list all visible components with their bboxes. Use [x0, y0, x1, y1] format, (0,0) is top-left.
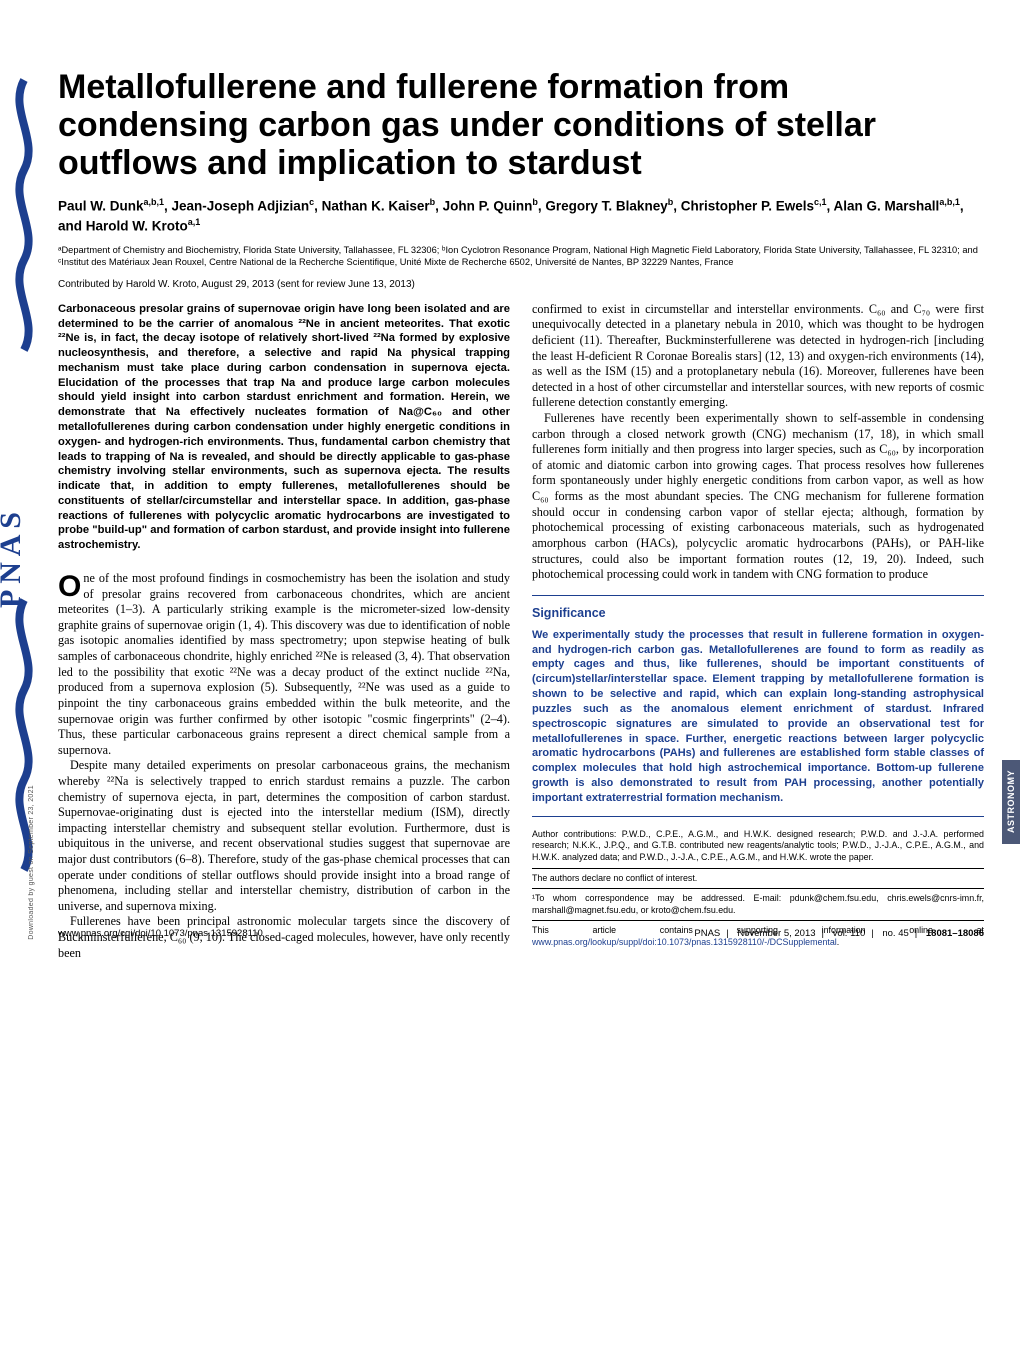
article-title: Metallofullerene and fullerene formation…	[58, 68, 984, 182]
section-tab-astronomy: ASTRONOMY	[1002, 760, 1020, 844]
page-footer: www.pnas.org/cgi/doi/10.1073/pnas.131592…	[58, 928, 984, 939]
author-list: Paul W. Dunka,b,1, Jean-Joseph Adjizianc…	[58, 196, 984, 235]
conflict-statement: The authors declare no conflict of inter…	[532, 868, 984, 885]
significance-heading: Significance	[532, 606, 984, 620]
issue-info: PNAS| November 5, 2013| vol. 110| no. 45…	[694, 928, 984, 939]
right-column: confirmed to exist in circumstellar and …	[532, 302, 984, 962]
contributed-line: Contributed by Harold W. Kroto, August 2…	[58, 279, 984, 290]
affiliations: ᵃDepartment of Chemistry and Biochemistr…	[58, 244, 984, 269]
left-column: Carbonaceous presolar grains of supernov…	[58, 302, 510, 962]
body-paragraph: Fullerenes have recently been experiment…	[532, 411, 984, 583]
correspondence: ¹To whom correspondence may be addressed…	[532, 888, 984, 916]
doi-url: www.pnas.org/cgi/doi/10.1073/pnas.131592…	[58, 928, 263, 939]
significance-box: Significance We experimentally study the…	[532, 595, 984, 817]
body-paragraph: One of the most profound findings in cos…	[58, 571, 510, 758]
body-paragraph: confirmed to exist in circumstellar and …	[532, 302, 984, 411]
significance-body: We experimentally study the processes th…	[532, 628, 984, 806]
download-note: Downloaded by guest on September 23, 202…	[28, 785, 35, 940]
author-contributions: Author contributions: P.W.D., C.P.E., A.…	[532, 829, 984, 864]
pnas-logo-strip: P N A S	[0, 0, 40, 1365]
svg-text:P N A S: P N A S	[0, 512, 27, 608]
body-paragraph: Despite many detailed experiments on pre…	[58, 758, 510, 914]
abstract: Carbonaceous presolar grains of supernov…	[58, 302, 510, 553]
